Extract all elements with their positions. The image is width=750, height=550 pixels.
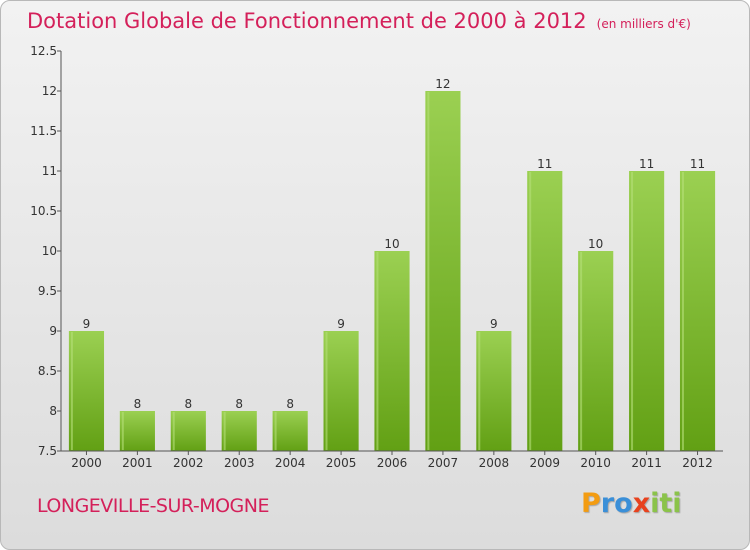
bar-2010 xyxy=(578,251,614,451)
value-label: 12 xyxy=(435,77,450,91)
value-label: 9 xyxy=(83,317,91,331)
y-tick-label: 9.5 xyxy=(38,284,57,298)
bar-2012 xyxy=(679,171,716,451)
value-label: 9 xyxy=(490,317,498,331)
bar-highlight xyxy=(223,412,226,450)
bar-2003 xyxy=(221,411,257,451)
logo-letter: x xyxy=(632,488,651,519)
x-tick-label: 2011 xyxy=(631,456,662,470)
value-label: 8 xyxy=(235,397,243,411)
bar-highlight xyxy=(478,332,481,450)
x-tick-label: 2001 xyxy=(122,456,153,470)
bar-highlight xyxy=(172,412,175,450)
value-label: 11 xyxy=(639,157,654,171)
logo-letter: r xyxy=(600,488,615,519)
x-tick-label: 2002 xyxy=(173,456,204,470)
bar-highlight xyxy=(70,332,73,450)
chart-subtitle: (en milliers d'€) xyxy=(596,17,691,31)
bar-2009 xyxy=(527,171,563,451)
bar-2001 xyxy=(119,411,155,451)
bar-2006 xyxy=(374,251,410,451)
y-tick-label: 11.5 xyxy=(30,124,57,138)
x-tick-label: 2007 xyxy=(428,456,459,470)
y-tick-label: 11 xyxy=(42,164,57,178)
x-tick-label: 2005 xyxy=(326,456,357,470)
bar-2008 xyxy=(476,331,512,451)
y-tick-label: 7.5 xyxy=(38,444,57,458)
value-label: 11 xyxy=(690,157,705,171)
x-tick-label: 2008 xyxy=(479,456,510,470)
logo-letter: i xyxy=(650,488,660,519)
x-tick-label: 2009 xyxy=(529,456,560,470)
bar-2007 xyxy=(425,91,461,451)
value-label: 10 xyxy=(588,237,603,251)
bar-highlight xyxy=(529,172,532,450)
logo-letter: P xyxy=(581,488,601,519)
x-tick-label: 2012 xyxy=(682,456,713,470)
y-tick-label: 12.5 xyxy=(30,44,57,58)
x-tick-label: 2010 xyxy=(580,456,611,470)
chart-title-text: Dotation Globale de Fonctionnement de 20… xyxy=(27,9,587,33)
bar-highlight xyxy=(681,172,684,450)
bar-2004 xyxy=(272,411,308,451)
value-label: 9 xyxy=(337,317,345,331)
bars-layer: 9 8 8 8 8 9 10 12 9 11 10 11 11 xyxy=(68,77,716,451)
value-label: 10 xyxy=(384,237,399,251)
x-tick-label: 2003 xyxy=(224,456,255,470)
proxiti-logo: Proxiti xyxy=(581,488,682,519)
logo-letter: t xyxy=(659,488,673,519)
y-tick-label: 9 xyxy=(49,324,57,338)
bar-highlight xyxy=(580,252,583,450)
y-tick-label: 10.5 xyxy=(30,204,57,218)
axes-layer: 2000 2001 2002 2003 2004 2005 2006 2007 2008 2009… xyxy=(30,44,723,470)
x-tick-label: 2006 xyxy=(377,456,408,470)
bar-highlight xyxy=(631,172,634,450)
bar-highlight xyxy=(325,332,328,450)
bar-highlight xyxy=(121,412,124,450)
bar-2005 xyxy=(323,331,359,451)
value-label: 8 xyxy=(184,397,192,411)
value-label: 8 xyxy=(134,397,142,411)
bar-2000 xyxy=(68,331,105,451)
chart-title: Dotation Globale de Fonctionnement de 20… xyxy=(27,9,691,33)
bar-highlight xyxy=(376,252,379,450)
value-label: 11 xyxy=(537,157,552,171)
x-tick-label: 2004 xyxy=(275,456,306,470)
y-tick-label: 10 xyxy=(42,244,57,258)
y-tick-label: 8 xyxy=(49,404,57,418)
bar-2002 xyxy=(170,411,206,451)
bar-highlight xyxy=(427,92,430,450)
commune-name: LONGEVILLE-SUR-MOGNE xyxy=(37,495,269,517)
value-label: 8 xyxy=(286,397,294,411)
bar-2011 xyxy=(629,171,665,451)
x-tick-label: 2000 xyxy=(71,456,102,470)
logo-letter: i xyxy=(672,488,682,519)
logo-letter: o xyxy=(614,488,633,519)
y-tick-label: 12 xyxy=(42,84,57,98)
bar-highlight xyxy=(274,412,277,450)
y-tick-label: 8.5 xyxy=(38,364,57,378)
